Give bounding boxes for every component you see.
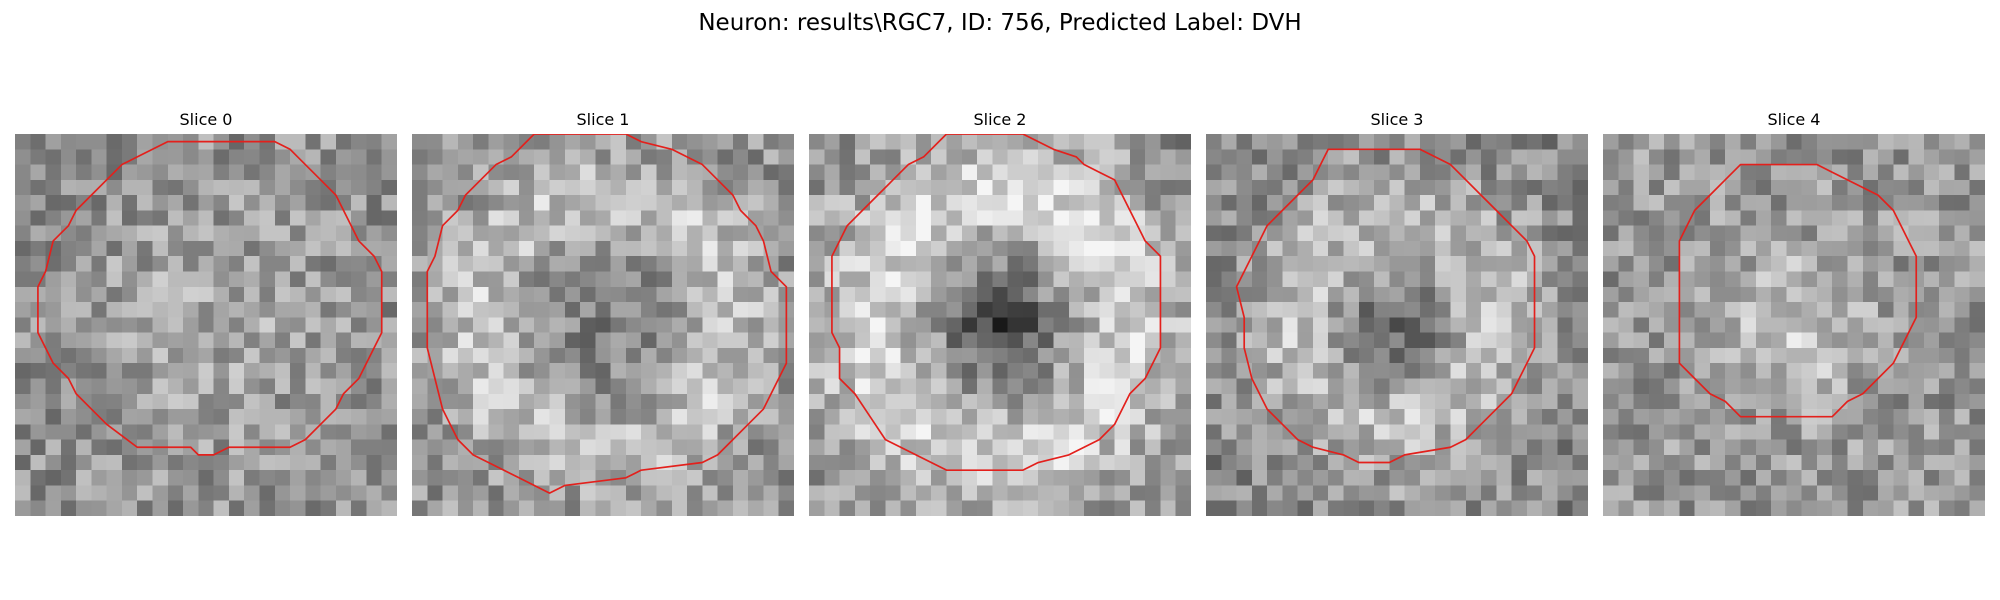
figure-title: Neuron: results\RGC7, ID: 756, Predicted… <box>698 10 1302 36</box>
cell-outline <box>426 134 788 494</box>
slice-title: Slice 1 <box>576 110 630 129</box>
slice-title: Slice 2 <box>973 110 1027 129</box>
cell-outline <box>37 140 383 456</box>
slice-image <box>412 134 794 516</box>
slice-title: Slice 3 <box>1370 110 1424 129</box>
cell-outline <box>831 134 1162 472</box>
slice-image <box>1603 134 1985 516</box>
cell-outline <box>1235 148 1536 464</box>
slice-title: Slice 0 <box>179 110 233 129</box>
slice-image <box>1206 134 1588 516</box>
cell-outline <box>1678 163 1918 418</box>
slice-image <box>809 134 1191 516</box>
slice-title: Slice 4 <box>1767 110 1821 129</box>
slice-image <box>15 134 397 516</box>
